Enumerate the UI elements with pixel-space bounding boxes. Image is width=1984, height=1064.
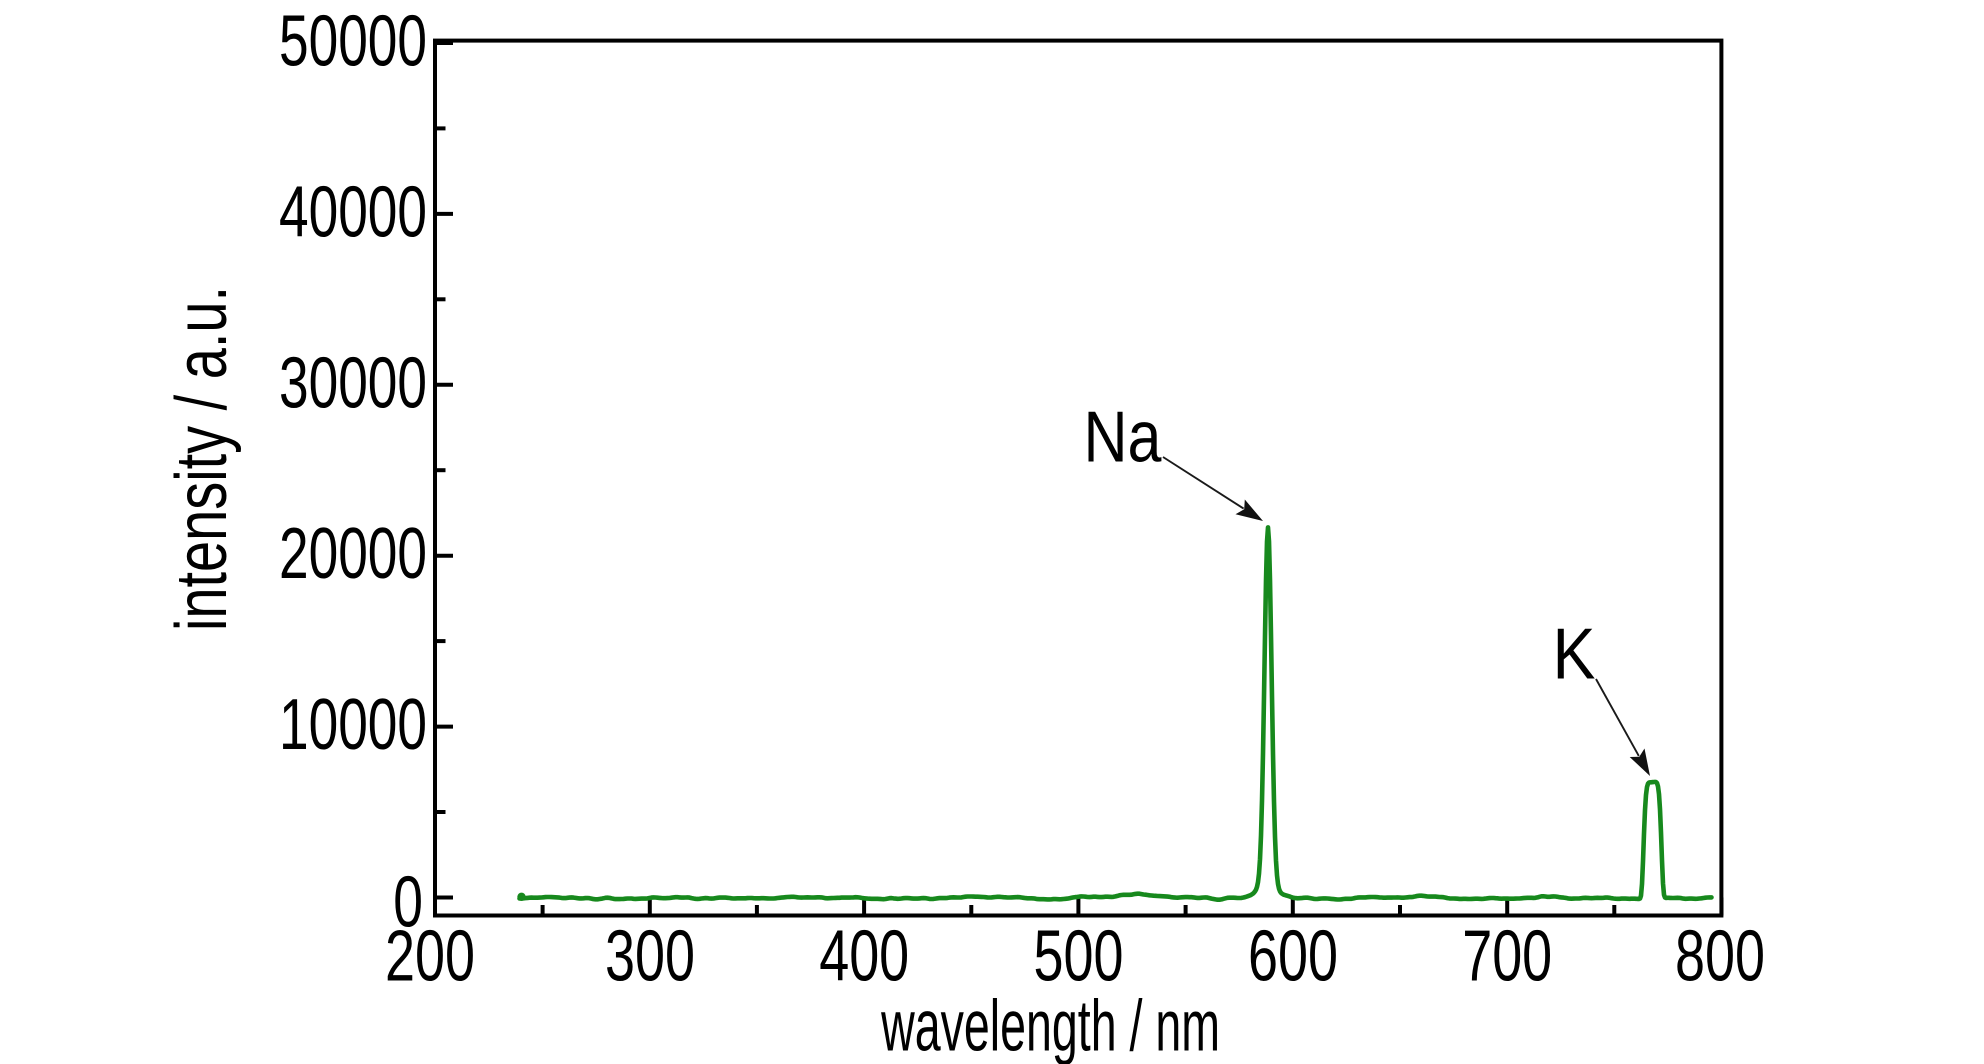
svg-text:200: 200 (385, 917, 475, 997)
svg-text:40000: 40000 (279, 172, 427, 252)
svg-text:intensity / a.u.: intensity / a.u. (162, 286, 242, 631)
svg-text:300: 300 (605, 917, 695, 997)
svg-text:700: 700 (1462, 917, 1552, 997)
svg-text:K: K (1553, 615, 1596, 695)
svg-text:20000: 20000 (279, 514, 427, 594)
svg-text:0: 0 (393, 863, 423, 943)
svg-text:600: 600 (1248, 917, 1338, 997)
svg-text:800: 800 (1675, 917, 1765, 997)
svg-text:Na: Na (1084, 398, 1163, 478)
svg-text:500: 500 (1034, 917, 1124, 997)
svg-text:10000: 10000 (279, 685, 427, 765)
svg-text:400: 400 (819, 917, 909, 997)
svg-text:30000: 30000 (279, 343, 427, 423)
svg-text:wavelength / nm: wavelength / nm (880, 987, 1220, 1064)
svg-text:50000: 50000 (279, 2, 427, 82)
